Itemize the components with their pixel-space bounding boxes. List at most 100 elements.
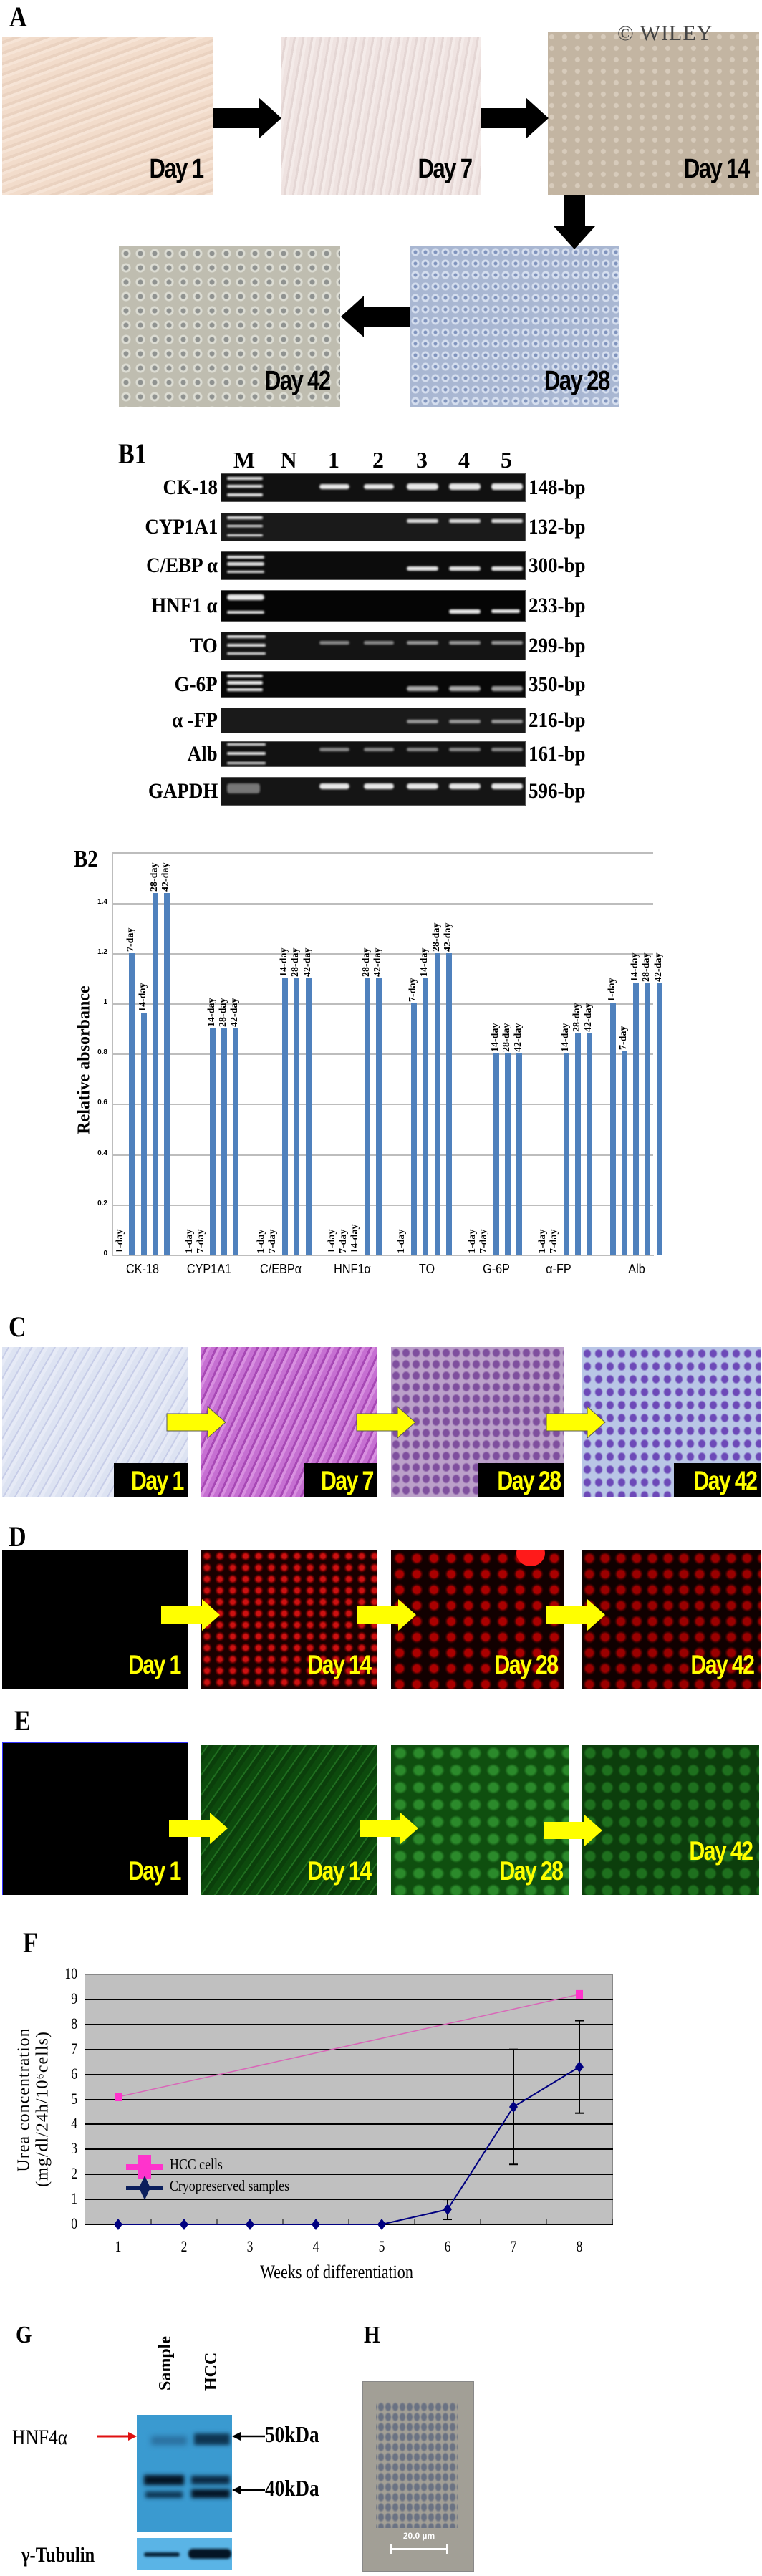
lane-label: 4 (458, 447, 470, 473)
gridline (85, 2199, 613, 2201)
y-tick-label: 9 (71, 1989, 77, 2007)
gridline (85, 2073, 613, 2075)
day-label: Day 1 (128, 1650, 181, 1679)
bar (575, 1033, 581, 1255)
bar (282, 978, 288, 1255)
gridline (85, 2023, 613, 2025)
arrow-left-icon (232, 2486, 265, 2494)
x-tick-label: 7 (510, 2237, 517, 2255)
bar (210, 1028, 216, 1255)
day-label: Day 42 (693, 1466, 758, 1495)
day-label: Day 28 (494, 1650, 559, 1679)
y-tick-label: 8 (71, 2014, 77, 2032)
band (145, 2491, 183, 2498)
category-label: CK-18 (126, 1262, 159, 1276)
band-size-label: 233-bp (529, 594, 586, 617)
bar (221, 1028, 227, 1255)
bar (622, 1051, 627, 1255)
y-tick-label: 3 (71, 2139, 77, 2158)
bar (446, 952, 452, 1255)
day-label: Day 42 (690, 1650, 755, 1679)
bar (587, 1033, 592, 1255)
bright-spot (516, 1550, 545, 1566)
lane-label: 2 (372, 447, 384, 473)
day-label: Day 28 (544, 366, 610, 396)
band (191, 2476, 230, 2484)
gene-label: GAPDH (148, 779, 218, 803)
panel-label-h: H (364, 2322, 380, 2348)
bar (129, 952, 135, 1255)
y-tick-label: 1.4 (97, 897, 107, 906)
panel-label-b1: B1 (118, 438, 147, 470)
bar (153, 892, 158, 1255)
category-label: HNF1α (334, 1262, 371, 1276)
y-tick-label: 0.6 (97, 1099, 107, 1107)
gridline (85, 2174, 613, 2176)
y-tick-label: 5 (71, 2089, 77, 2108)
marker-50kda: 50kDa (265, 2421, 319, 2447)
band-size-label: 299-bp (529, 634, 586, 657)
gel-row-alb (221, 741, 526, 767)
gridline (112, 1003, 653, 1005)
micrograph-a-day28: Day 28 (410, 246, 619, 407)
x-tick-label: 5 (378, 2237, 385, 2255)
panel-label-a: A (9, 1, 27, 33)
stain-c-day28: Day 28 (391, 1347, 564, 1497)
panel-label-d: D (9, 1520, 26, 1553)
gene-label: TO (190, 634, 218, 657)
bar (435, 952, 440, 1255)
bar (365, 978, 370, 1255)
day-label: Day 28 (497, 1466, 561, 1495)
y-tick-label: 0 (71, 2214, 77, 2232)
y-tick-label: 1 (103, 998, 107, 1006)
gridline (112, 952, 653, 955)
lane-label: 3 (416, 447, 428, 473)
gene-label: CYP1A1 (145, 515, 218, 539)
gridline (85, 2148, 613, 2151)
panel-label-b2: B2 (74, 846, 98, 872)
gene-label: CK-18 (163, 476, 218, 499)
bar (564, 1053, 569, 1255)
stain-c-day42: Day 42 (582, 1347, 761, 1497)
yellow-arrow-icon (360, 1813, 418, 1844)
band (151, 2436, 187, 2445)
day-label: Day 7 (418, 154, 473, 184)
western-blot-hnf4a (137, 2415, 232, 2532)
y-tick-label: 7 (71, 2039, 77, 2058)
lane-label: 5 (501, 447, 512, 473)
category-label: TO (418, 1262, 435, 1276)
band-size-label: 350-bp (529, 672, 586, 696)
band (194, 2433, 230, 2445)
category-label: α-FP (546, 1262, 572, 1276)
band-size-label: 132-bp (529, 515, 586, 539)
fluor-d-day14: Day 14 (201, 1550, 377, 1689)
day-label-box: Day 1 (114, 1463, 188, 1497)
legend-marker-hcc (126, 2155, 163, 2179)
y-tick-label: 0.2 (97, 1199, 107, 1207)
bar (233, 1028, 238, 1255)
gridline (112, 902, 653, 905)
y-tick-label: 4 (71, 2114, 77, 2133)
gel-row-ck18 (221, 473, 526, 502)
day-label: Day 42 (689, 1836, 753, 1866)
day-label: Day 28 (499, 1856, 564, 1886)
day-label: Day 42 (265, 366, 331, 396)
marker-40kda: 40kDa (265, 2475, 319, 2501)
loading-control-label: γ-Tubulin (21, 2543, 95, 2567)
y-tick-label: 1 (71, 2189, 77, 2208)
gene-label: HNF1 α (151, 594, 218, 617)
y-tick-label: 0 (103, 1250, 107, 1258)
micrograph-a-day7: Day 7 (281, 37, 481, 195)
fluor-d-day1: Day 1 (2, 1550, 188, 1689)
bar (505, 1053, 511, 1255)
day-label: Day 7 (321, 1466, 374, 1495)
scale-bar (390, 2548, 448, 2550)
yellow-arrow-icon (166, 1406, 226, 1439)
protein-label: HNF4α (12, 2426, 68, 2449)
day-label: Day 1 (128, 1856, 181, 1886)
y-tick-label: 0.8 (97, 1048, 107, 1057)
gene-label: α -FP (172, 708, 218, 732)
lane-label: M (233, 447, 256, 473)
band (191, 2489, 230, 2498)
